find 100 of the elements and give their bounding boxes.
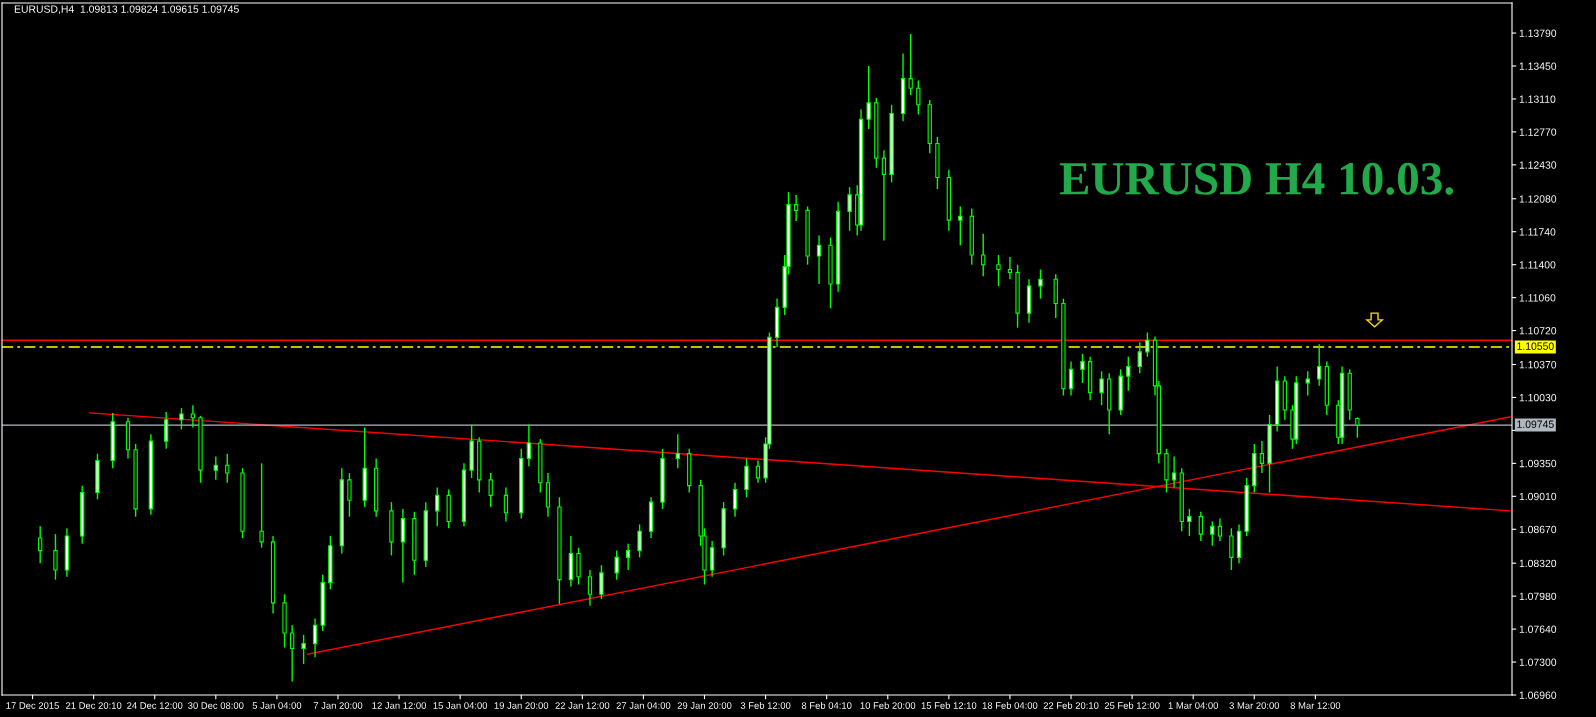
y-tick-label: 1.07640	[1519, 625, 1557, 633]
x-tick-label: 18 Feb 04:00	[982, 701, 1038, 709]
y-tick-label: 1.07980	[1519, 592, 1557, 601]
x-tick-label: 3 Feb 12:00	[740, 701, 791, 709]
candlestick	[881, 149, 887, 242]
candlestick	[400, 508, 406, 584]
candlestick	[916, 79, 921, 116]
x-tick-label: 8 Feb 04:10	[801, 701, 852, 709]
x-tick-label: 3 Mar 20:00	[1229, 702, 1280, 709]
x-tick-label: 15 Feb 12:10	[921, 701, 977, 709]
x-tick-label: 12 Jan 12:00	[372, 702, 427, 709]
candlestick	[732, 482, 738, 518]
y-tick-label: 1.13450	[1519, 62, 1557, 70]
candlestick	[1007, 256, 1013, 280]
y-tick-label: 1.08670	[1519, 525, 1557, 534]
candlestick	[179, 407, 184, 431]
candlestick	[488, 472, 493, 508]
x-tick-label: 7 Jan 20:00	[313, 702, 363, 709]
x-tick-label: 29 Jan 20:00	[677, 702, 732, 709]
candlestick	[599, 564, 604, 600]
candlestick	[347, 472, 352, 518]
x-tick-label: 22 Feb 20:10	[1043, 701, 1099, 709]
candlestick	[1068, 360, 1074, 397]
candlestick	[259, 462, 264, 549]
candlestick	[576, 546, 581, 586]
x-tick-label: 5 Jan 04:00	[252, 702, 302, 709]
y-tick-label: 1.10720	[1519, 327, 1557, 335]
candlestick	[526, 423, 532, 467]
x-tick-label: 1 Mar 04:00	[1168, 702, 1219, 709]
candlestick	[958, 205, 963, 246]
candlestick	[587, 569, 593, 607]
y-tick-label: 1.07300	[1519, 658, 1557, 666]
x-tick-label: 17 Dec 2015	[6, 702, 59, 709]
candlestick	[1145, 331, 1150, 358]
candlestick	[53, 533, 58, 581]
y-tick-label: 1.10030	[1519, 393, 1557, 402]
candlestick	[1171, 455, 1177, 489]
candlestick	[38, 525, 43, 564]
y-tick-label: 1.11400	[1519, 261, 1556, 269]
candlestick	[614, 549, 619, 581]
candlestick	[996, 254, 1001, 287]
x-tick-label: 25 Feb 12:00	[1104, 701, 1160, 709]
candlestick	[1210, 520, 1215, 547]
y-tick-label: 1.11740	[1519, 228, 1556, 236]
ref-line-label: 1.10550	[1517, 342, 1554, 350]
y-tick-label: 1.09010	[1519, 492, 1557, 501]
candlestick	[637, 523, 642, 559]
candlestick	[1217, 517, 1223, 542]
candlestick	[503, 486, 509, 523]
y-tick-label: 1.10370	[1519, 361, 1557, 369]
x-tick-label: 30 Dec 08:00	[188, 702, 244, 709]
candlestick	[1137, 341, 1142, 374]
candlestick	[1038, 268, 1043, 300]
x-tick-label: 8 Mar 12:00	[1290, 702, 1341, 709]
y-tick-label: 1.09350	[1519, 459, 1557, 468]
y-tick-label: 1.11060	[1519, 294, 1556, 302]
candlestick	[1317, 343, 1322, 387]
candlestick	[1355, 416, 1360, 439]
candlestick	[1187, 508, 1192, 537]
candlestick	[312, 617, 318, 658]
y-tick-label: 1.12080	[1519, 195, 1557, 203]
candlestick	[981, 232, 986, 278]
y-tick-label: 1.12770	[1519, 128, 1557, 136]
y-tick-label: 1.12430	[1519, 161, 1557, 169]
x-tick-label: 27 Jan 04:00	[616, 702, 671, 709]
candlestick	[1099, 370, 1104, 406]
candlestick	[1305, 370, 1310, 397]
x-tick-label: 24 Dec 12:00	[127, 702, 183, 709]
y-tick-label: 1.08320	[1519, 559, 1557, 568]
candlestick	[816, 234, 822, 285]
candlestick	[847, 186, 852, 232]
candlestick	[744, 457, 749, 498]
candlestick	[164, 411, 169, 450]
y-tick-label: 1.06960	[1519, 691, 1557, 699]
x-tick-label: 21 Dec 20:10	[66, 702, 122, 709]
candlestick	[675, 433, 680, 469]
candlestick	[755, 459, 761, 484]
x-tick-label: 10 Feb 20:00	[860, 701, 916, 709]
candlestick	[225, 452, 230, 484]
candlestick	[793, 194, 799, 222]
x-tick-label: 22 Jan 12:00	[555, 702, 610, 709]
candlestick	[301, 634, 306, 665]
candlestick	[290, 624, 295, 683]
candlestick	[1080, 353, 1085, 384]
x-tick-label: 15 Jan 04:00	[433, 702, 488, 709]
candlestick	[190, 404, 196, 429]
candlestick	[1126, 356, 1131, 392]
x-tick-label: 19 Jan 20:00	[494, 702, 549, 709]
candlestick	[866, 65, 871, 130]
candlestick	[1229, 527, 1234, 571]
candlestick	[1198, 511, 1203, 542]
chart-title: EURUSD,H4 1.09813 1.09824 1.09615 1.09745	[14, 5, 239, 15]
candlestick	[908, 33, 913, 96]
annotation: EURUSD H4 10.03.	[1059, 162, 1454, 195]
candlestick	[625, 543, 631, 571]
candlestick	[1259, 440, 1265, 474]
ref-line-label: 1.09745	[1517, 420, 1554, 428]
y-tick-label: 1.13110	[1519, 95, 1556, 103]
y-tick-label: 1.13790	[1519, 29, 1557, 37]
candlestick	[435, 486, 440, 528]
